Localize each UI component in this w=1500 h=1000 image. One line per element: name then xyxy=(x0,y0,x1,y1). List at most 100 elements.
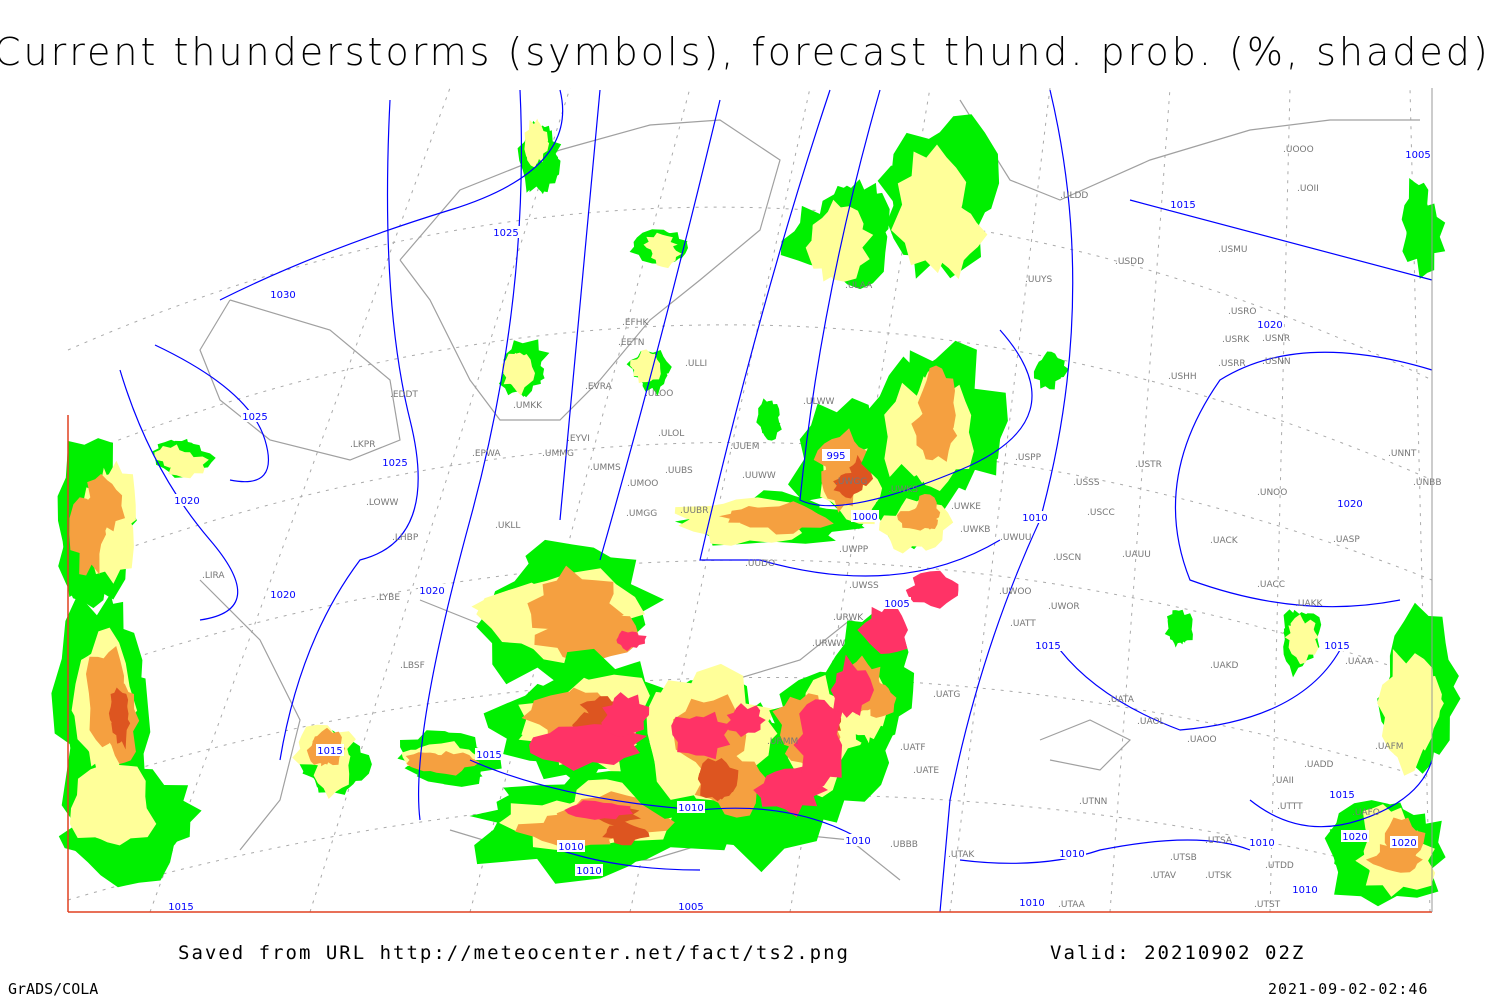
station-label: .UAKD xyxy=(1210,661,1239,671)
isobar-label: 1005 xyxy=(1405,150,1430,161)
station-label: .UTNN xyxy=(1079,797,1107,807)
meridian-line xyxy=(309,87,571,913)
station-label: .UWPP xyxy=(839,545,869,555)
isobar-label-bg xyxy=(173,494,201,506)
station-label: .UAOO xyxy=(1187,735,1217,745)
station-label: .UATF xyxy=(900,743,926,753)
isobar-label: 1005 xyxy=(884,599,909,610)
isobar-label: 1020 xyxy=(174,496,199,507)
station-label: .LHBP xyxy=(392,533,419,543)
station-label: .ULDD xyxy=(1060,191,1088,201)
station-label: .USHH xyxy=(1168,372,1197,382)
probability-area xyxy=(632,351,661,384)
station-label: .UTAK xyxy=(948,850,975,860)
isobar-label-bg xyxy=(1256,318,1284,330)
station-label: .UAKK xyxy=(1295,599,1324,609)
station-label: .UUDO xyxy=(745,559,775,569)
station-label: .UATE xyxy=(913,766,939,776)
coastline xyxy=(959,99,1420,201)
coastline xyxy=(199,299,401,461)
station-labels: .ULDD .USDD .USMU .UOOO .UOII .ULAA .UUYS .USRO… xyxy=(202,145,1442,910)
current-thunderstorm-symbols xyxy=(529,570,959,820)
probability-area xyxy=(698,758,739,800)
valid-time-text: Valid: 20210902 02Z xyxy=(1050,942,1306,964)
isobar-label: 1020 xyxy=(270,590,295,601)
probability-area xyxy=(108,687,129,728)
station-label: .UOOO xyxy=(1283,145,1314,155)
isobar-label-bg xyxy=(316,744,344,756)
station-label: .UUBR xyxy=(680,506,708,516)
isobar-label: 1005 xyxy=(678,902,703,913)
isobar-label-bg xyxy=(381,456,409,468)
isobar-line xyxy=(154,344,269,483)
isobar-label-bg xyxy=(167,900,195,912)
isobar-label: 1010 xyxy=(576,866,601,877)
thunderstorm-symbol-cluster xyxy=(671,711,732,760)
station-label: .USRK xyxy=(1222,335,1250,345)
meridian-line xyxy=(149,87,451,913)
isobar-label-bg xyxy=(822,449,850,461)
isobar-label: 1015 xyxy=(1035,641,1060,652)
meridian-line xyxy=(1109,87,1171,913)
station-label: .LOWW xyxy=(366,498,399,508)
probability-area xyxy=(524,118,549,164)
thunderstorm-symbol-cluster xyxy=(905,570,959,609)
station-label: .UWSS xyxy=(849,581,879,591)
isobar-label-bg xyxy=(269,288,297,300)
station-label: .UOII xyxy=(1297,184,1319,194)
isobar-label-bg xyxy=(492,226,520,238)
station-label: .UACK xyxy=(1210,536,1239,546)
station-label: .UMOO xyxy=(627,479,658,489)
station-label: .LIRA xyxy=(202,571,225,581)
isobar-label: 1010 xyxy=(678,803,703,814)
probability-area xyxy=(756,400,782,441)
station-label: .UWGG xyxy=(835,477,867,487)
station-label: .UUEM xyxy=(730,442,760,452)
isobar-label: 1010 xyxy=(1022,513,1047,524)
station-label: .UMMG xyxy=(542,449,574,459)
probability-area xyxy=(739,501,834,535)
probability-area xyxy=(891,144,967,274)
station-label: .UAUU xyxy=(1122,550,1151,560)
isobar-label: 1015 xyxy=(1324,641,1349,652)
station-label: .USPP xyxy=(1015,453,1042,463)
isobar-label: 1015 xyxy=(1170,200,1195,211)
station-label: .USNN xyxy=(1262,357,1291,367)
station-label: .USCN xyxy=(1053,553,1081,563)
isobar-label: 995 xyxy=(826,451,845,462)
isobar-label: 1010 xyxy=(1019,898,1044,909)
station-label: .LYBE xyxy=(376,593,400,603)
isobar-label: 1030 xyxy=(270,290,295,301)
isobar-labels: 1030 1025 1025 1025 1020 1020 1020 1015 1015 1010… xyxy=(167,148,1432,913)
isobar-line xyxy=(959,839,1251,864)
station-label: .URWW xyxy=(812,639,845,649)
isobar-label-bg xyxy=(269,588,297,600)
coastline xyxy=(199,579,301,851)
parallel-line xyxy=(67,677,1433,791)
station-label: .EETN xyxy=(618,338,644,348)
station-label: .UNOO xyxy=(1257,488,1287,498)
isobar-line xyxy=(1129,199,1433,281)
isobar-label-bg xyxy=(1248,836,1276,848)
isobar-label: 1020 xyxy=(1337,499,1362,510)
isobar-line xyxy=(418,89,523,821)
probability-area xyxy=(1381,667,1442,776)
station-label: .UACC xyxy=(1257,580,1285,590)
probability-area xyxy=(1164,613,1192,646)
station-label: .USRO xyxy=(1228,307,1257,317)
isobar-label: 1015 xyxy=(317,746,342,757)
station-label: .UADD xyxy=(1304,760,1334,770)
probability-area xyxy=(897,507,938,531)
thunderstorm-symbol-cluster xyxy=(793,699,843,790)
thunderstorm-symbol-cluster xyxy=(725,703,766,738)
isobar-label-bg xyxy=(1169,198,1197,210)
isobar-label: 1010 xyxy=(1249,838,1274,849)
generated-timestamp: 2021-09-02-02:46 xyxy=(1268,980,1429,998)
isobar-label-bg xyxy=(1341,830,1369,842)
isobar-label-bg xyxy=(1323,639,1351,651)
station-label: .UTAV xyxy=(1150,871,1177,881)
station-label: .USSS xyxy=(1073,478,1100,488)
isobar-label-bg xyxy=(475,748,503,760)
station-label: .EYVI xyxy=(567,434,590,444)
isobar-label: 1025 xyxy=(382,458,407,469)
